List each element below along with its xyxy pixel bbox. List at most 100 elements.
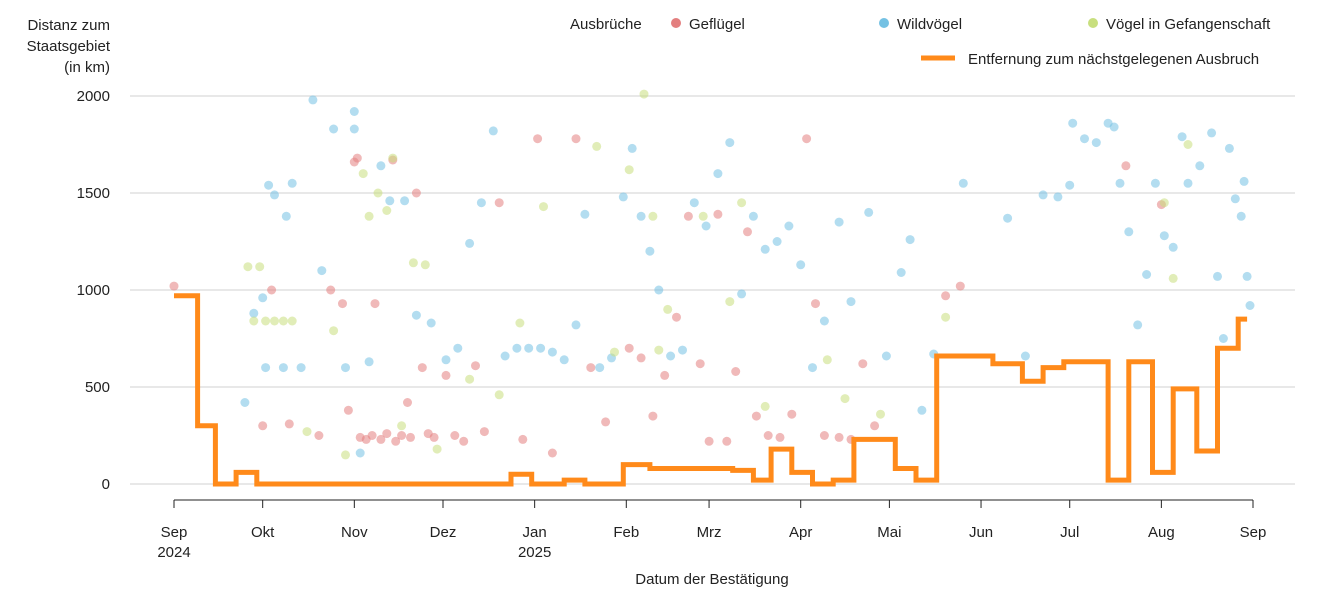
x-tick-label-3: Dez bbox=[430, 524, 457, 541]
point-wildvoegel bbox=[329, 124, 339, 134]
point-gefluegel bbox=[326, 285, 336, 295]
x-tick-label-0: Sep bbox=[161, 524, 188, 541]
point-wildvoegel bbox=[264, 180, 274, 190]
point-wildvoegel bbox=[1133, 320, 1143, 330]
point-voegel-in-gefangenschaft bbox=[592, 141, 602, 151]
point-wildvoegel bbox=[1168, 242, 1178, 252]
point-voegel-in-gefangenschaft bbox=[663, 304, 673, 314]
point-gefluegel bbox=[343, 405, 353, 415]
point-wildvoegel bbox=[536, 343, 546, 353]
point-wildvoegel bbox=[476, 198, 486, 208]
point-gefluegel bbox=[370, 299, 380, 309]
x-tick-label-5: Feb bbox=[613, 524, 639, 541]
point-wildvoegel bbox=[618, 192, 628, 202]
point-wildvoegel bbox=[1053, 192, 1063, 202]
point-wildvoegel bbox=[571, 320, 581, 330]
point-wildvoegel bbox=[881, 351, 891, 361]
point-voegel-in-gefangenschaft bbox=[1159, 198, 1169, 208]
point-wildvoegel bbox=[1213, 271, 1222, 281]
point-voegel-in-gefangenschaft bbox=[539, 202, 548, 212]
grid-lines bbox=[130, 95, 1295, 485]
point-voegel-in-gefangenschaft bbox=[494, 390, 504, 400]
point-wildvoegel bbox=[1124, 227, 1134, 237]
point-wildvoegel bbox=[1230, 194, 1240, 204]
point-wildvoegel bbox=[559, 355, 569, 365]
point-gefluegel bbox=[811, 299, 820, 309]
point-wildvoegel bbox=[896, 268, 906, 277]
point-voegel-in-gefangenschaft bbox=[624, 165, 634, 175]
point-wildvoegel bbox=[1080, 134, 1089, 144]
point-wildvoegel bbox=[1218, 334, 1228, 343]
point-wildvoegel bbox=[1207, 128, 1217, 138]
point-wildvoegel bbox=[1239, 176, 1249, 186]
point-voegel-in-gefangenschaft bbox=[270, 316, 279, 326]
point-wildvoegel bbox=[666, 351, 676, 361]
legend-label-wildvoegel: Wildvögel bbox=[897, 16, 962, 33]
x-tick-label-9: Jun bbox=[969, 524, 993, 541]
point-voegel-in-gefangenschaft bbox=[654, 345, 664, 355]
point-wildvoegel bbox=[834, 217, 844, 227]
point-wildvoegel bbox=[580, 209, 590, 219]
point-wildvoegel bbox=[1159, 231, 1169, 241]
point-wildvoegel bbox=[258, 293, 268, 303]
y-tick-label-0: 0 bbox=[102, 476, 110, 493]
point-voegel-in-gefangenschaft bbox=[725, 297, 735, 307]
point-wildvoegel bbox=[760, 244, 770, 254]
y-axis-label-line-1: Distanz zum bbox=[27, 17, 110, 34]
point-gefluegel bbox=[648, 411, 658, 421]
x-tick-label-12: Sep bbox=[1240, 524, 1267, 541]
point-wildvoegel bbox=[905, 235, 915, 245]
legend-label-gefangenschaft: Vögel in Gefangenschaft bbox=[1106, 16, 1271, 33]
point-voegel-in-gefangenschaft bbox=[278, 316, 288, 326]
point-wildvoegel bbox=[784, 221, 794, 231]
point-gefluegel bbox=[775, 432, 785, 442]
point-wildvoegel bbox=[1195, 161, 1205, 171]
point-wildvoegel bbox=[645, 246, 655, 256]
legend-marker-gefluegel bbox=[671, 18, 681, 28]
point-voegel-in-gefangenschaft bbox=[760, 401, 770, 411]
point-voegel-in-gefangenschaft bbox=[840, 394, 850, 404]
x-axis-label: Datum der Bestätigung bbox=[635, 571, 788, 588]
point-gefluegel bbox=[338, 299, 347, 309]
point-gefluegel bbox=[450, 431, 460, 440]
point-wildvoegel bbox=[287, 178, 297, 188]
point-wildvoegel bbox=[1065, 180, 1075, 190]
legend: Ausbrüche Geflügel Wildvögel Vögel in Ge… bbox=[570, 16, 1271, 68]
point-gefluegel bbox=[672, 312, 681, 322]
x-tick-label-1: Okt bbox=[251, 524, 275, 541]
point-voegel-in-gefangenschaft bbox=[261, 316, 271, 326]
point-gefluegel bbox=[941, 291, 951, 301]
point-voegel-in-gefangenschaft bbox=[249, 316, 259, 326]
point-voegel-in-gefangenschaft bbox=[255, 262, 265, 272]
point-gefluegel bbox=[787, 409, 797, 419]
point-wildvoegel bbox=[958, 178, 968, 188]
point-gefluegel bbox=[695, 359, 705, 369]
point-wildvoegel bbox=[296, 363, 306, 373]
y-axis-ticks: 0 500 1000 1500 2000 bbox=[77, 88, 110, 493]
point-voegel-in-gefangenschaft bbox=[515, 318, 525, 328]
point-wildvoegel bbox=[524, 343, 534, 353]
point-wildvoegel bbox=[689, 198, 699, 208]
point-gefluegel bbox=[533, 134, 543, 144]
point-wildvoegel bbox=[772, 237, 782, 246]
point-gefluegel bbox=[955, 281, 965, 291]
point-wildvoegel bbox=[1020, 351, 1030, 361]
point-gefluegel bbox=[731, 367, 741, 376]
x-tick-label-4: Jan bbox=[523, 524, 547, 541]
scatter-points bbox=[169, 89, 1255, 460]
point-gefluegel bbox=[763, 431, 773, 440]
point-wildvoegel bbox=[796, 260, 806, 270]
point-wildvoegel bbox=[400, 196, 410, 206]
point-voegel-in-gefangenschaft bbox=[432, 444, 442, 454]
point-voegel-in-gefangenschaft bbox=[698, 211, 708, 221]
point-voegel-in-gefangenschaft bbox=[302, 427, 312, 437]
point-wildvoegel bbox=[846, 297, 856, 307]
point-gefluegel bbox=[284, 419, 294, 429]
point-wildvoegel bbox=[819, 316, 829, 326]
point-wildvoegel bbox=[917, 405, 927, 415]
point-gefluegel bbox=[722, 436, 732, 446]
point-gefluegel bbox=[406, 432, 415, 442]
point-wildvoegel bbox=[1150, 178, 1160, 188]
point-wildvoegel bbox=[1245, 301, 1255, 310]
